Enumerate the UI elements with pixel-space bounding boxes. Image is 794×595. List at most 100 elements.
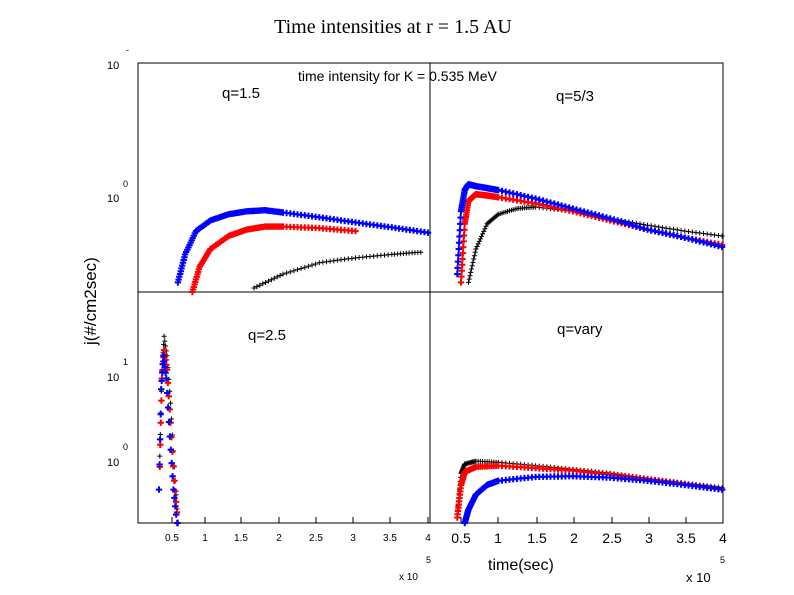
data-point xyxy=(671,226,677,232)
data-point xyxy=(474,244,480,249)
data-point xyxy=(167,446,174,453)
data-point xyxy=(480,231,486,237)
data-point xyxy=(165,393,172,400)
data-point xyxy=(160,352,167,359)
x-tick-label-left: 1 xyxy=(202,533,208,544)
data-point xyxy=(471,253,477,259)
data-point xyxy=(165,418,173,426)
data-point xyxy=(468,269,474,275)
panel-title-top-right: q=5/3 xyxy=(556,88,594,105)
series-red-top-left xyxy=(189,223,359,296)
data-point xyxy=(458,273,465,280)
data-point xyxy=(313,261,319,267)
data-point xyxy=(157,411,164,418)
data-point xyxy=(539,197,547,204)
data-point xyxy=(455,239,463,246)
data-point xyxy=(309,262,315,268)
data-point xyxy=(454,270,461,278)
data-point xyxy=(718,243,726,251)
data-point xyxy=(305,263,311,269)
data-point xyxy=(171,494,178,502)
series-blue-bottom-right xyxy=(461,473,726,527)
data-point xyxy=(298,266,304,271)
y-axis-label: j(#/cm2sec) xyxy=(81,257,100,346)
x-exponent-right-label: x 10 xyxy=(686,570,711,585)
data-point xyxy=(168,400,174,406)
data-point xyxy=(260,281,266,287)
data-point xyxy=(459,249,467,257)
data-point xyxy=(302,264,308,270)
data-point xyxy=(171,477,178,484)
data-point xyxy=(257,282,263,288)
data-point xyxy=(162,369,169,376)
data-point xyxy=(719,233,725,239)
data-point xyxy=(659,225,665,231)
ticks-layer: 0.5 1 1.5 2 2.5 3 3.5 4 0.5 1 1.5 2 2.5 3 3.5 4 xyxy=(165,517,727,546)
data-point xyxy=(610,216,618,223)
slide-title: Time intensities at r = 1.5 AU xyxy=(274,16,512,38)
data-point xyxy=(291,268,297,274)
data-point xyxy=(494,212,500,218)
data-point xyxy=(266,278,271,284)
data-point xyxy=(251,285,257,291)
data-point xyxy=(455,245,462,253)
data-point xyxy=(156,461,163,468)
x-tick-label-left: 4 xyxy=(425,533,431,544)
data-point xyxy=(454,258,462,265)
data-point xyxy=(158,386,165,393)
y-tick-bottom-base-1: 10 xyxy=(107,372,119,384)
data-point xyxy=(268,277,274,283)
data-point xyxy=(277,273,283,278)
data-point xyxy=(174,519,181,527)
data-point xyxy=(667,226,673,232)
data-point xyxy=(625,220,632,228)
data-point xyxy=(284,270,290,276)
data-point xyxy=(614,217,621,224)
y-tick-top-base-1: 10 xyxy=(107,60,119,72)
data-point xyxy=(158,397,165,404)
data-point xyxy=(470,259,476,265)
data-point xyxy=(164,379,172,387)
x-tick-label-left: 1.5 xyxy=(234,533,248,544)
data-point xyxy=(155,486,163,493)
data-point xyxy=(157,432,163,437)
data-point xyxy=(274,274,280,280)
data-point xyxy=(457,279,465,286)
data-point xyxy=(477,236,483,242)
data-point xyxy=(157,419,164,426)
data-point xyxy=(172,503,179,510)
y-tick-bottom-exp-2: 0 xyxy=(123,442,128,452)
x-exponent-right-power: 5 xyxy=(720,555,725,565)
data-point xyxy=(543,198,550,205)
data-point xyxy=(352,227,359,235)
data-point xyxy=(621,219,629,227)
data-point xyxy=(166,433,174,440)
data-point xyxy=(156,436,164,443)
data-point xyxy=(468,266,474,272)
x-exponent-left-label: x 10 xyxy=(399,572,418,583)
data-point xyxy=(469,263,475,269)
data-point xyxy=(157,453,163,459)
data-point xyxy=(629,222,636,229)
data-point xyxy=(164,389,171,397)
series-black-top-left xyxy=(251,249,424,291)
data-point xyxy=(170,486,177,493)
data-point xyxy=(295,267,300,273)
data-point xyxy=(472,249,478,255)
data-point xyxy=(607,215,614,222)
x-tick-label-left: 0.5 xyxy=(165,533,179,544)
panel-title-top-left: q=1.5 xyxy=(222,85,260,102)
data-point xyxy=(458,261,466,268)
series-blue-top-right xyxy=(454,181,726,278)
y-tick-bottom-exp-1: 1 xyxy=(123,357,128,367)
data-point xyxy=(254,284,260,290)
data-point xyxy=(457,214,464,221)
data-point xyxy=(656,224,662,230)
data-point xyxy=(536,196,543,203)
x-tick-label-left: 2.5 xyxy=(309,533,323,544)
data-point xyxy=(158,377,165,385)
data-point xyxy=(479,233,484,239)
data-point xyxy=(161,333,167,339)
x-tick-label-right: 3.5 xyxy=(676,530,696,546)
data-point xyxy=(456,233,463,240)
